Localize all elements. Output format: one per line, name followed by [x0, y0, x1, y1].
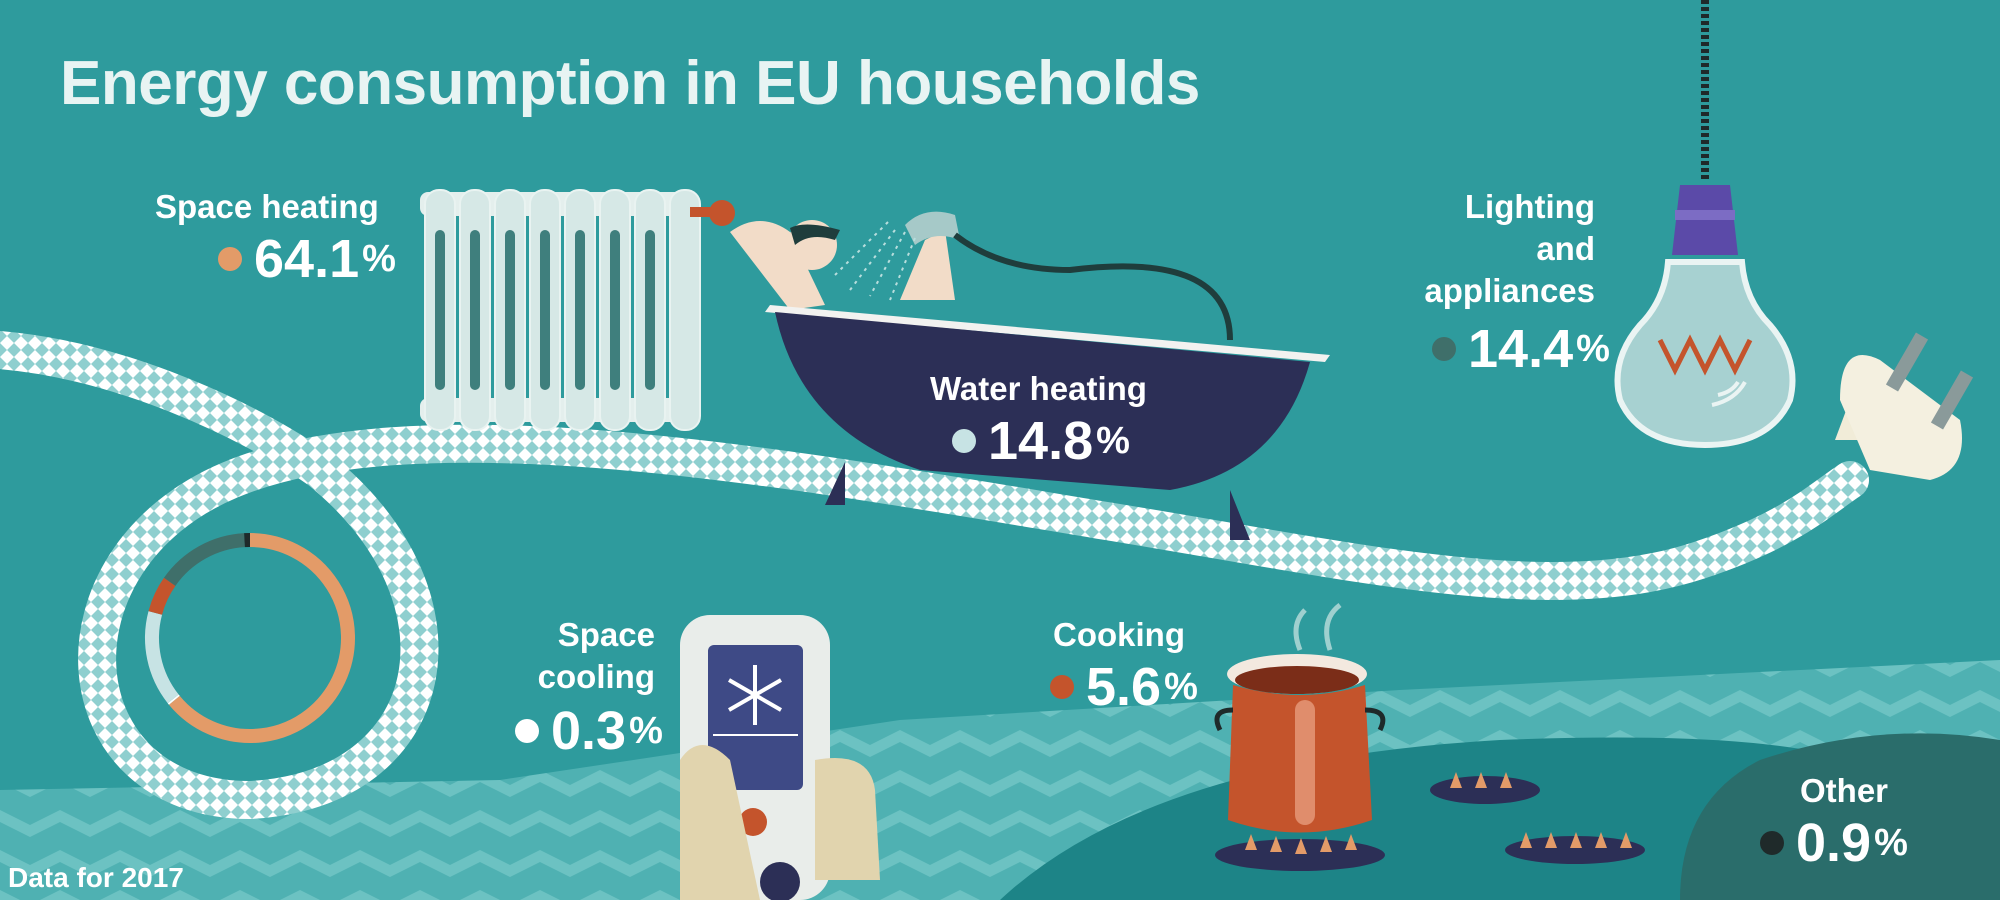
water-heating-pct: %: [1096, 419, 1130, 462]
radiator-icon: [420, 189, 735, 431]
cooking-pct: %: [1164, 665, 1198, 708]
donut-slice-lighting: [163, 533, 246, 586]
space-heating-pct: %: [362, 237, 396, 280]
space-cooling-dot: [515, 719, 539, 743]
lighting-pct: %: [1576, 327, 1610, 370]
donut-slice-space-cooling: [167, 694, 180, 705]
donut-slice-space-heating: [168, 533, 355, 743]
other-floor: [1680, 733, 2000, 900]
stove-floor: [1000, 737, 1850, 900]
other-value-row: 0.9%: [1760, 812, 1908, 874]
space-cooling-label-line2: cooling: [537, 658, 655, 695]
other-pct: %: [1874, 821, 1908, 864]
space-cooling-label-line1: Space: [557, 616, 655, 653]
lighting-value-row: 14.4%: [1432, 318, 1610, 380]
bathtub-icon: [730, 211, 1330, 540]
space-heating-dot: [218, 247, 242, 271]
lighting-label-line3: appliances: [1424, 272, 1595, 309]
lighting-label: Lighting and appliances: [1420, 186, 1595, 312]
cooking-dot: [1050, 675, 1074, 699]
other-value: 0.9: [1796, 813, 1872, 873]
lighting-label-line1: Lighting: [1464, 188, 1595, 225]
donut-slice-water-heating: [145, 611, 179, 704]
water-heating-value: 14.8: [988, 411, 1094, 471]
lighting-dot: [1432, 337, 1456, 361]
donut-slice-cooking: [148, 577, 176, 615]
other-label: Other: [1800, 772, 1889, 809]
space-cooling-label: Space cooling: [480, 614, 655, 698]
page-title: Energy consumption in EU households: [60, 49, 1200, 118]
plug-icon: [1835, 332, 1974, 480]
space-heating-label: Space heating: [155, 188, 379, 225]
space-heating-value-row: 64.1%: [218, 228, 396, 290]
water-heating-label: Water heating: [930, 370, 1147, 407]
donut-chart: [145, 532, 355, 743]
water-heating-dot: [952, 429, 976, 453]
space-cooling-value: 0.3: [551, 701, 627, 761]
cooking-value: 5.6: [1086, 657, 1162, 717]
lighting-value: 14.4: [1468, 319, 1574, 379]
remote-icon: [680, 615, 880, 900]
power-cable: [0, 331, 1869, 820]
other-dot: [1760, 831, 1784, 855]
space-heating-value: 64.1: [254, 229, 360, 289]
space-cooling-value-row: 0.3%: [515, 700, 663, 762]
space-cooling-pct: %: [629, 709, 663, 752]
lighting-label-line2: and: [1536, 230, 1595, 267]
lightbulb-icon: [1614, 0, 1796, 449]
cooking-pot-icon: [1214, 603, 1645, 871]
water-heating-value-row: 14.8%: [952, 410, 1130, 472]
footer-note: Data for 2017: [8, 862, 184, 893]
cooking-value-row: 5.6%: [1050, 656, 1198, 718]
cooking-label: Cooking: [1053, 616, 1185, 653]
